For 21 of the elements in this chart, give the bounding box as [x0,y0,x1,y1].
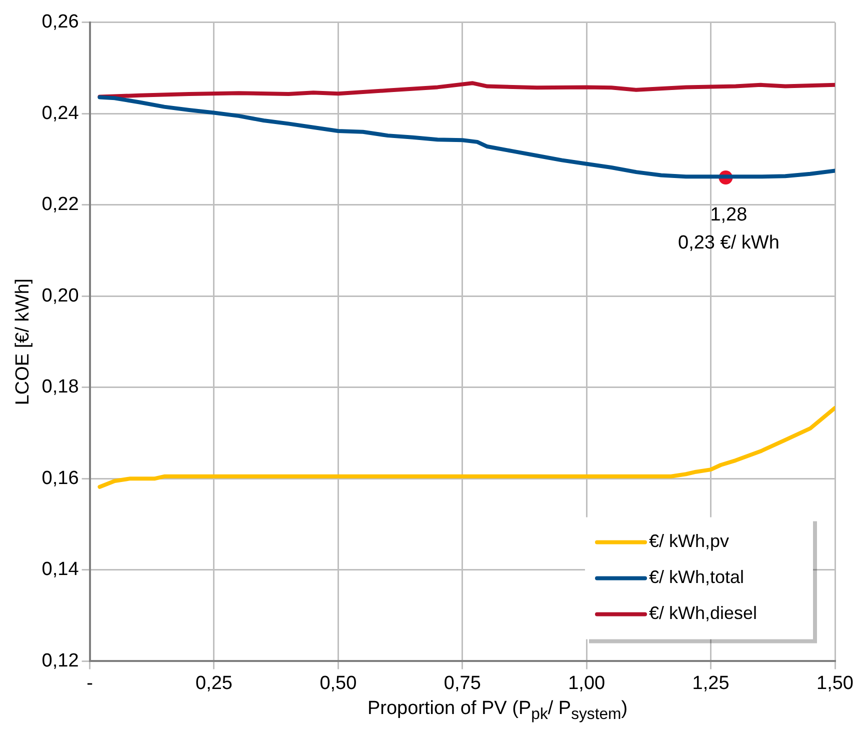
x-axis-title: Proportion of PV (P$_{pk}$/ P$_{system}$) [366,698,629,724]
x-tick-label: 0,25 [195,672,232,694]
y-tick-label: 0,26 [42,12,79,33]
x-tick-label: 1,25 [692,672,730,694]
y-tick-label: 0,14 [42,559,80,580]
y-axis-title: LCOE [€/ kWh] [12,278,34,406]
legend-label: €/ kWh,total [649,567,744,588]
legend-label: €/ kWh,pv [649,531,730,552]
y-tick-label: 0,24 [42,102,80,124]
x-tick-label: 1,50 [816,672,854,694]
y-tick-label: 0,12 [42,650,79,672]
x-tick-label: 1,00 [568,672,606,694]
y-tick-label: 0,20 [42,285,79,306]
x-tick-label: 0,50 [320,672,357,694]
y-tick-label: 0,16 [42,468,79,489]
y-tick-label: 0,22 [42,194,79,216]
x-tick-label: - [86,672,93,694]
y-tick-label: 0,18 [42,376,79,398]
legend-label: €/ kWh,diesel [649,603,758,624]
x-tick-label: 0,75 [444,672,481,694]
annotation: 1,28 0,23 €/ kWh [678,204,780,254]
